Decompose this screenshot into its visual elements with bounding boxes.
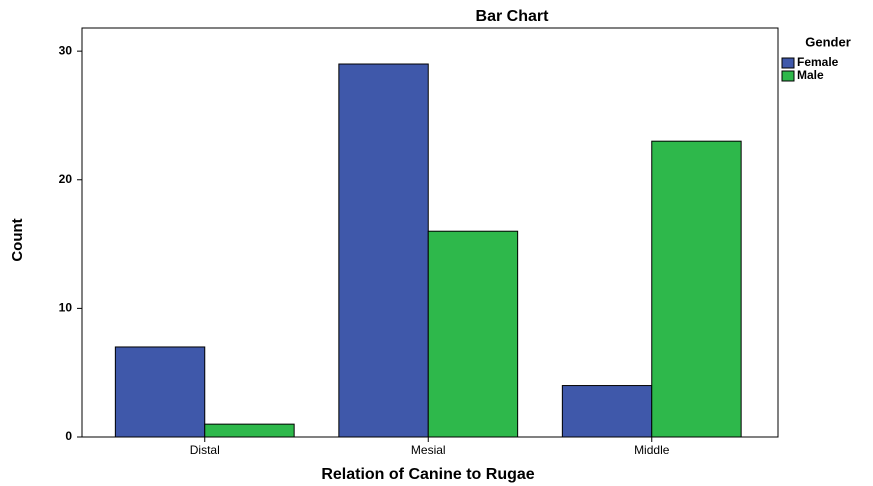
- x-tick-label: Distal: [190, 443, 220, 457]
- x-tick-label: Middle: [634, 443, 670, 457]
- y-axis-label: Count: [9, 218, 26, 261]
- bar: [427, 230, 519, 438]
- bar: [561, 385, 653, 438]
- bar: [114, 346, 206, 438]
- x-axis-label: Relation of Canine to Rugae: [321, 466, 534, 483]
- x-tick-label: Mesial: [411, 443, 446, 457]
- legend-label: Female: [797, 55, 839, 69]
- y-tick-label: 10: [59, 301, 73, 315]
- legend-swatch: [781, 57, 795, 69]
- legend-swatch: [781, 70, 795, 82]
- bar: [338, 63, 429, 438]
- bar: [651, 140, 742, 438]
- y-tick-label: 20: [59, 172, 73, 186]
- y-tick-label: 30: [59, 43, 73, 57]
- chart-title: Bar Chart: [476, 8, 550, 25]
- legend-title: Gender: [805, 34, 851, 49]
- bar: [204, 423, 295, 438]
- y-tick-label: 0: [65, 429, 72, 443]
- legend-label: Male: [797, 68, 824, 82]
